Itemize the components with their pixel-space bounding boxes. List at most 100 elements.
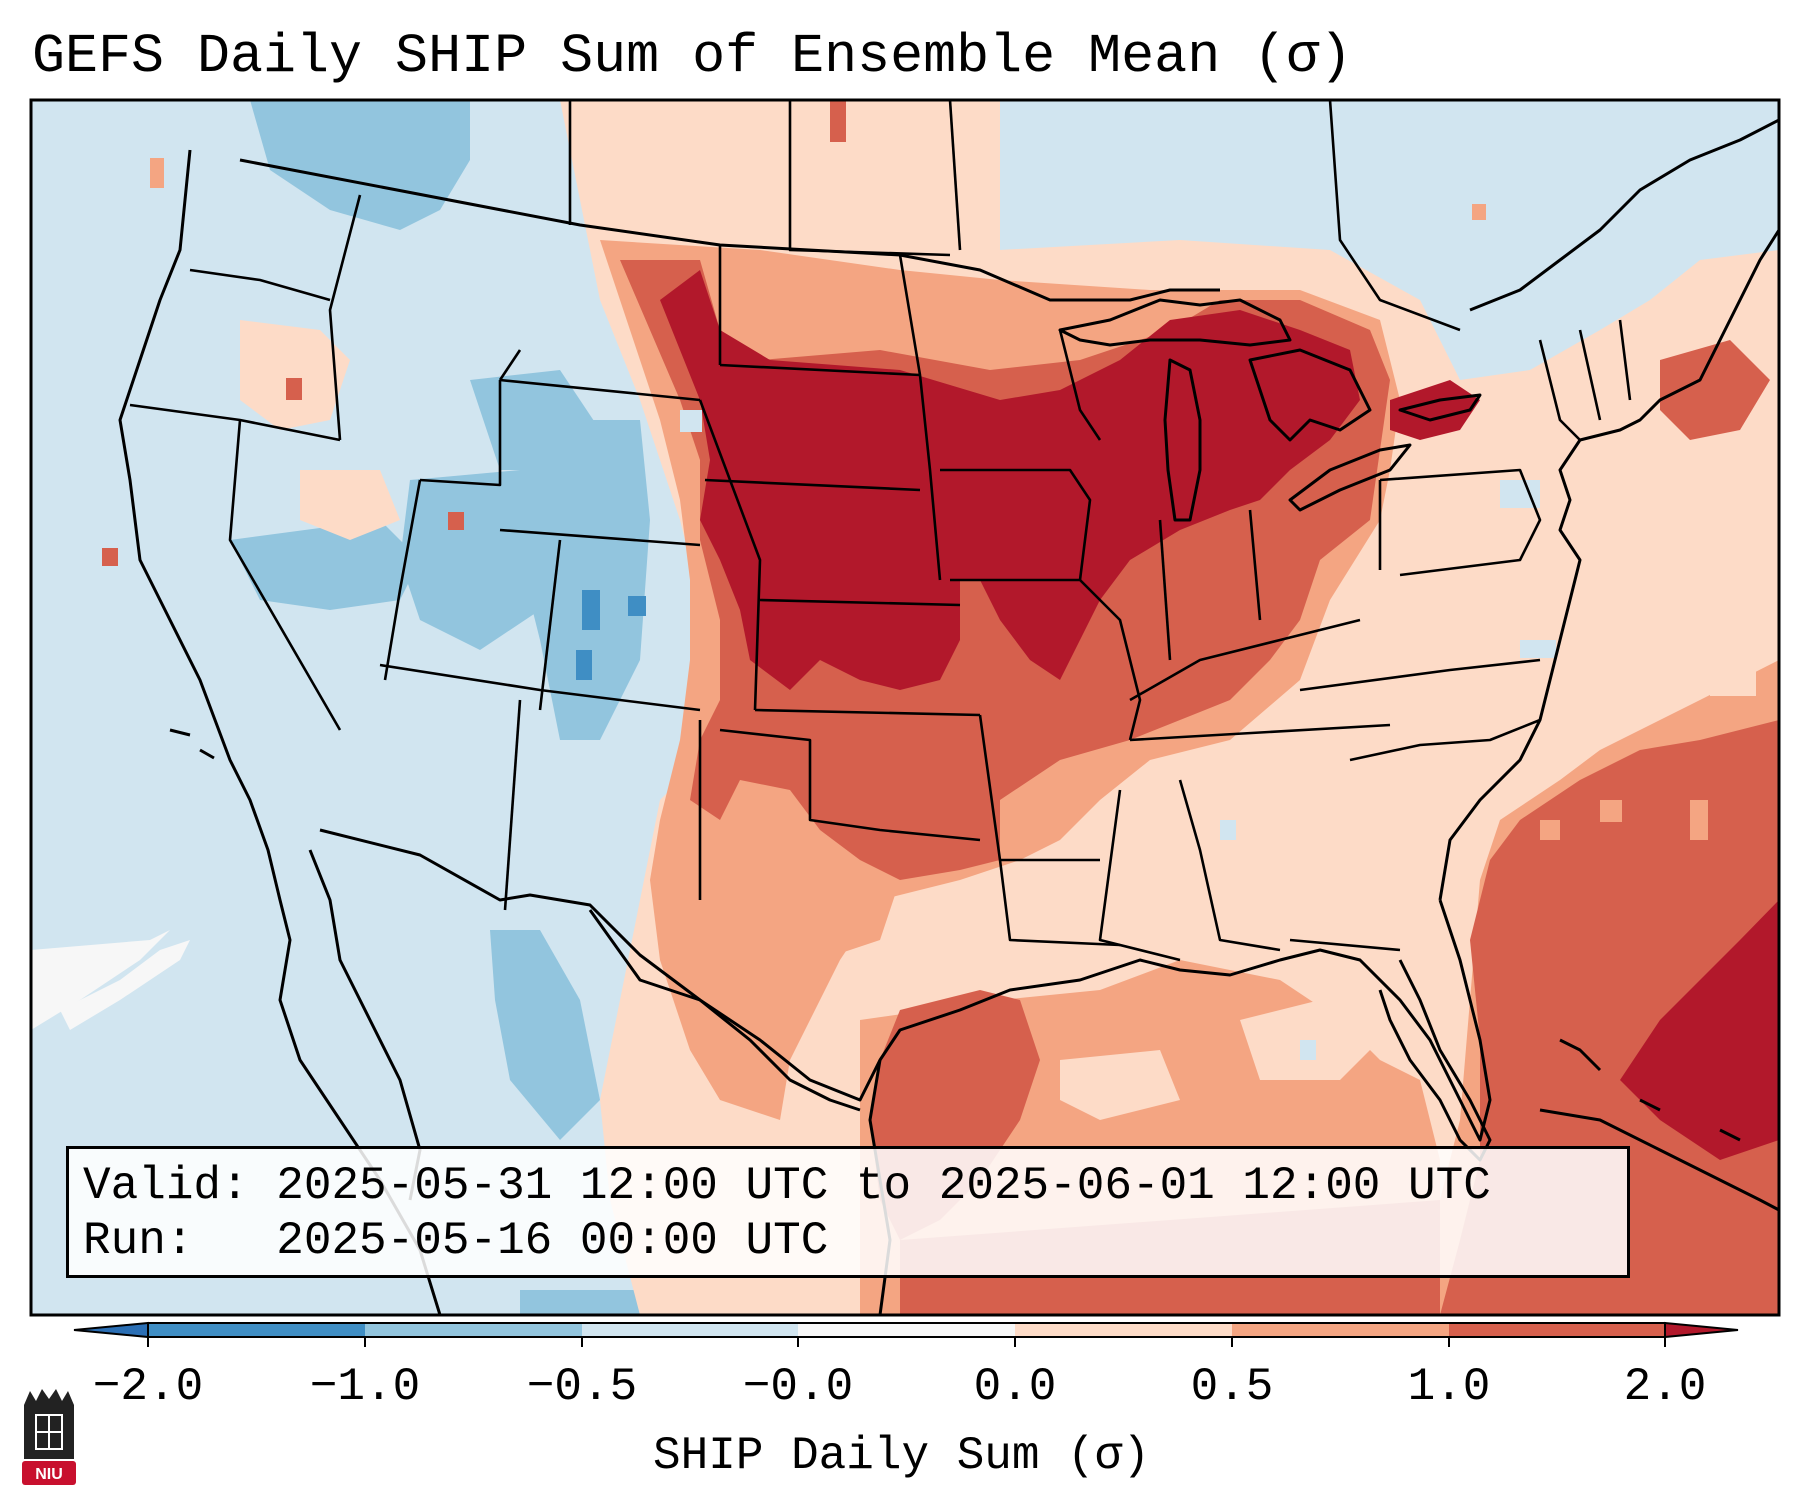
state-line-nv-ca xyxy=(228,419,342,731)
bahamas-3 xyxy=(1719,1128,1741,1142)
dark-red-lake-erie xyxy=(1390,380,1480,440)
speckle-1 xyxy=(150,158,164,188)
neutral-strip-pacific-2 xyxy=(60,940,190,1030)
state-line-ne-ks xyxy=(759,598,961,607)
state-line-tn xyxy=(1129,723,1391,742)
state-line-nd-sd xyxy=(719,363,921,377)
state-line-al-ga xyxy=(1178,779,1281,952)
colorbar-tick-label: 0.0 xyxy=(973,1361,1057,1413)
mid-blue-patch-mexico xyxy=(490,930,600,1140)
blue-cell-3 xyxy=(576,650,592,680)
speckle-15 xyxy=(680,410,702,432)
state-line-ny-ne xyxy=(1538,339,1581,441)
us-canada-border xyxy=(239,158,1220,302)
cuba xyxy=(1539,1108,1779,1212)
lake-ontario xyxy=(1398,393,1482,422)
light-red-nevada xyxy=(300,470,400,540)
logo-text: NIU xyxy=(35,1466,63,1483)
us-mexico-border xyxy=(319,828,861,1112)
colorbar-bin-7 xyxy=(1449,1323,1665,1337)
lake-superior xyxy=(1058,298,1292,347)
state-line-nv-ut xyxy=(383,479,422,681)
mid-blue-patch-wyoming xyxy=(470,370,600,470)
state-line-ia xyxy=(940,468,1092,581)
state-line-ky xyxy=(1129,618,1361,702)
colorbar-bin-4 xyxy=(798,1323,1015,1337)
colorbar-tick-marks xyxy=(147,1337,1666,1347)
state-line-la xyxy=(998,859,1121,947)
state-line-ga-fl xyxy=(1289,938,1401,952)
state-line-quebec xyxy=(1328,100,1461,332)
state-line-wi-mi xyxy=(1058,329,1102,441)
st-lawrence xyxy=(1469,118,1779,312)
state-line-mo xyxy=(950,578,1142,741)
valid-time-text: Valid: 2025-05-31 12:00 UTC to 2025-06-0… xyxy=(83,1160,1491,1212)
colorbar-extend-low xyxy=(73,1321,149,1339)
state-line-nc-sc xyxy=(1349,718,1541,762)
speckle-5 xyxy=(830,100,846,142)
dark-red-atlantic xyxy=(1620,900,1779,1160)
state-line-co-east xyxy=(698,399,762,711)
map-frame xyxy=(29,98,1781,1317)
colorbar-tick-label: −1.0 xyxy=(309,1361,421,1413)
state-line-il-in xyxy=(1158,519,1172,661)
atlantic-coastline xyxy=(1438,229,1779,901)
state-line-ms-al xyxy=(1098,789,1181,962)
bahamas-2 xyxy=(1639,1098,1661,1112)
speckle-3 xyxy=(448,512,464,530)
bahamas-1 xyxy=(1559,1038,1602,1072)
state-line-ut-co xyxy=(538,539,562,711)
state-line-va-nc xyxy=(1299,658,1541,692)
state-line-ok-tx xyxy=(719,728,981,842)
speckle-10 xyxy=(1540,820,1560,840)
colorbar-tick-label: −0.0 xyxy=(742,1361,854,1413)
dark-red-region xyxy=(660,270,1360,690)
colorbar-bin-6 xyxy=(1232,1323,1449,1337)
state-line-in-oh xyxy=(1248,509,1262,621)
colorbar-tick-label: 2.0 xyxy=(1623,1361,1707,1413)
pacific-coastline xyxy=(118,149,442,1315)
speckle-11 xyxy=(1600,800,1622,822)
info-box: Valid: 2025-05-31 12:00 UTC to 2025-06-0… xyxy=(66,1146,1630,1278)
run-time-text: Run: 2025-05-16 00:00 UTC xyxy=(83,1215,829,1267)
state-line-wa-or xyxy=(189,268,331,302)
state-line-ut-top xyxy=(419,380,502,487)
blue-cell-1 xyxy=(582,590,600,630)
state-line-pa xyxy=(1379,468,1542,577)
colorbar xyxy=(73,1321,1739,1347)
colorbar-bin-3 xyxy=(582,1323,798,1337)
mid-blue-patch-colorado xyxy=(520,420,650,740)
colorbar-tick-label: 1.0 xyxy=(1407,1361,1491,1413)
state-line-manitoba xyxy=(788,100,951,257)
colorbar-extend-high xyxy=(1664,1321,1739,1339)
state-line-ontario xyxy=(948,100,962,251)
speckle-6 xyxy=(1472,204,1486,220)
state-line-mt-wy xyxy=(498,349,522,381)
speckle-9 xyxy=(1710,670,1756,696)
state-line-wy-bottom xyxy=(499,528,701,547)
niu-logo: NIU xyxy=(22,1389,76,1485)
state-line-sd-ne xyxy=(704,478,921,492)
mid-blue-patch-northwest xyxy=(250,100,470,230)
speckle-4 xyxy=(286,378,302,400)
speckle-8 xyxy=(1520,640,1556,658)
colorbar-tick-label: −0.5 xyxy=(526,1361,638,1413)
colorbar-tick-label: 0.5 xyxy=(1190,1361,1274,1413)
speckle-2 xyxy=(102,548,118,566)
figure-title: GEFS Daily SHIP Sum of Ensemble Mean (σ) xyxy=(32,25,1353,88)
speckle-12 xyxy=(1690,800,1708,840)
colorbar-bin-1 xyxy=(148,1323,365,1337)
colorbar-tick-label: −2.0 xyxy=(92,1361,204,1413)
speckle-14 xyxy=(1220,820,1236,840)
colorbar-outline xyxy=(147,1322,1666,1338)
colorbar-label: SHIP Daily Sum (σ) xyxy=(653,1430,1150,1482)
lake-huron xyxy=(1248,348,1372,442)
neutral-strip-pacific xyxy=(31,930,170,1030)
light-red-northwest xyxy=(240,320,350,430)
light-red-gulf-pocket-2 xyxy=(1060,1050,1180,1120)
mid-blue-patch-great-basin xyxy=(230,520,420,610)
lake-erie xyxy=(1288,443,1412,512)
state-line-ks-ok xyxy=(754,708,981,717)
state-line-wy-top xyxy=(499,378,701,402)
blue-cell-2 xyxy=(628,596,646,616)
